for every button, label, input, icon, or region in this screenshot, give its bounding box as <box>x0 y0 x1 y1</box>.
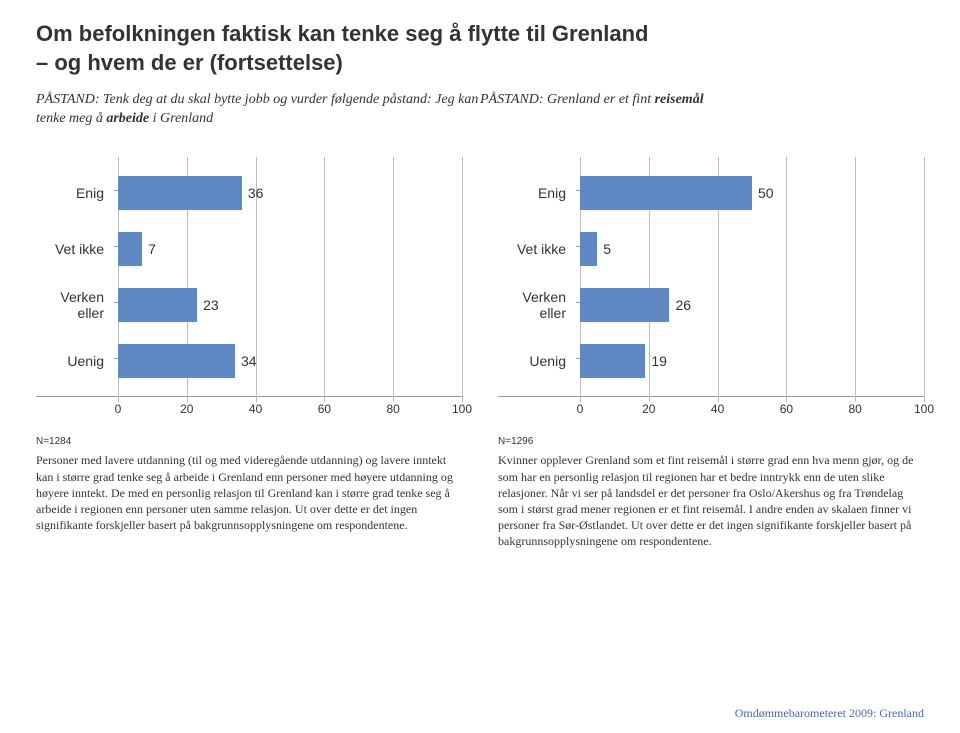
bar-slot: Enig 50 <box>498 173 924 213</box>
category-label: Verken eller <box>498 289 580 321</box>
bar-slot: Verken eller 26 <box>498 285 924 325</box>
charts-row: 020406080100Enig36Vet ikke7Verken eller2… <box>36 157 924 397</box>
left-note: N=1284 Personer med lavere utdanning (ti… <box>36 435 462 550</box>
axis-tick-label: 60 <box>318 402 331 416</box>
subheader-row: PÅSTAND: Tenk deg at du skal bytte jobb … <box>36 91 924 129</box>
bar-fill <box>118 232 142 266</box>
bar-fill <box>118 344 235 378</box>
bar-fill <box>580 288 669 322</box>
bar-value-label: 34 <box>235 353 257 369</box>
bar-value-label: 5 <box>597 241 611 257</box>
bar-value-label: 23 <box>197 297 219 313</box>
right-chart: 020406080100Enig50Vet ikke5Verken eller2… <box>498 157 924 397</box>
bar-fill <box>118 176 242 210</box>
axis-tick-label: 80 <box>387 402 400 416</box>
bar-value-label: 26 <box>669 297 691 313</box>
axis-tick-label: 60 <box>780 402 793 416</box>
bar-value-label: 7 <box>142 241 156 257</box>
axis-tick-label: 100 <box>452 402 472 416</box>
axis-tick-label: 100 <box>914 402 934 416</box>
category-label: Verken eller <box>36 289 118 321</box>
axis-gridline <box>924 157 925 402</box>
category-label: Vet ikke <box>36 241 118 257</box>
page-title: Om befolkningen faktisk kan tenke seg å … <box>36 20 924 77</box>
right-note: N=1296 Kvinner opplever Grenland som et … <box>498 435 924 550</box>
y-axis-tick <box>114 358 118 359</box>
category-label: Vet ikke <box>498 241 580 257</box>
left-subheader: PÅSTAND: Tenk deg at du skal bytte jobb … <box>36 91 480 129</box>
bar-fill <box>580 176 752 210</box>
notes-row: N=1284 Personer med lavere utdanning (ti… <box>36 435 924 550</box>
axis-tick-label: 40 <box>711 402 724 416</box>
right-subheader: PÅSTAND: Grenland er et fint reisemål <box>480 91 924 110</box>
bar-fill <box>580 344 645 378</box>
y-axis-tick <box>114 302 118 303</box>
right-note-text: Kvinner opplever Grenland som et fint re… <box>498 452 924 549</box>
bar-value-label: 50 <box>752 185 774 201</box>
left-note-text: Personer med lavere utdanning (til og me… <box>36 452 462 533</box>
axis-tick-label: 40 <box>249 402 262 416</box>
bar-value-label: 36 <box>242 185 264 201</box>
footer-label: Omdømmebarometeret 2009: Grenland <box>735 706 924 721</box>
axis-tick-label: 20 <box>180 402 193 416</box>
bar-fill <box>580 232 597 266</box>
axis-tick-label: 20 <box>642 402 655 416</box>
category-label: Uenig <box>36 353 118 369</box>
category-label: Enig <box>36 185 118 201</box>
left-chart: 020406080100Enig36Vet ikke7Verken eller2… <box>36 157 462 397</box>
y-axis-tick <box>114 246 118 247</box>
right-n-label: N=1296 <box>498 435 924 449</box>
bar-slot: Enig 36 <box>36 173 462 213</box>
category-label: Enig <box>498 185 580 201</box>
y-axis-tick <box>576 246 580 247</box>
y-axis-tick <box>576 302 580 303</box>
category-label: Uenig <box>498 353 580 369</box>
left-n-label: N=1284 <box>36 435 462 449</box>
y-axis-tick <box>576 190 580 191</box>
y-axis-tick <box>576 358 580 359</box>
bar-slot: Uenig 34 <box>36 341 462 381</box>
axis-tick-label: 0 <box>115 402 122 416</box>
bar-slot: Uenig 19 <box>498 341 924 381</box>
bar-value-label: 19 <box>645 353 667 369</box>
axis-tick-label: 0 <box>577 402 584 416</box>
bar-slot: Vet ikke 7 <box>36 229 462 269</box>
axis-tick-label: 80 <box>849 402 862 416</box>
bar-fill <box>118 288 197 322</box>
bar-slot: Vet ikke 5 <box>498 229 924 269</box>
axis-gridline <box>462 157 463 402</box>
y-axis-tick <box>114 190 118 191</box>
bar-slot: Verken eller 23 <box>36 285 462 325</box>
